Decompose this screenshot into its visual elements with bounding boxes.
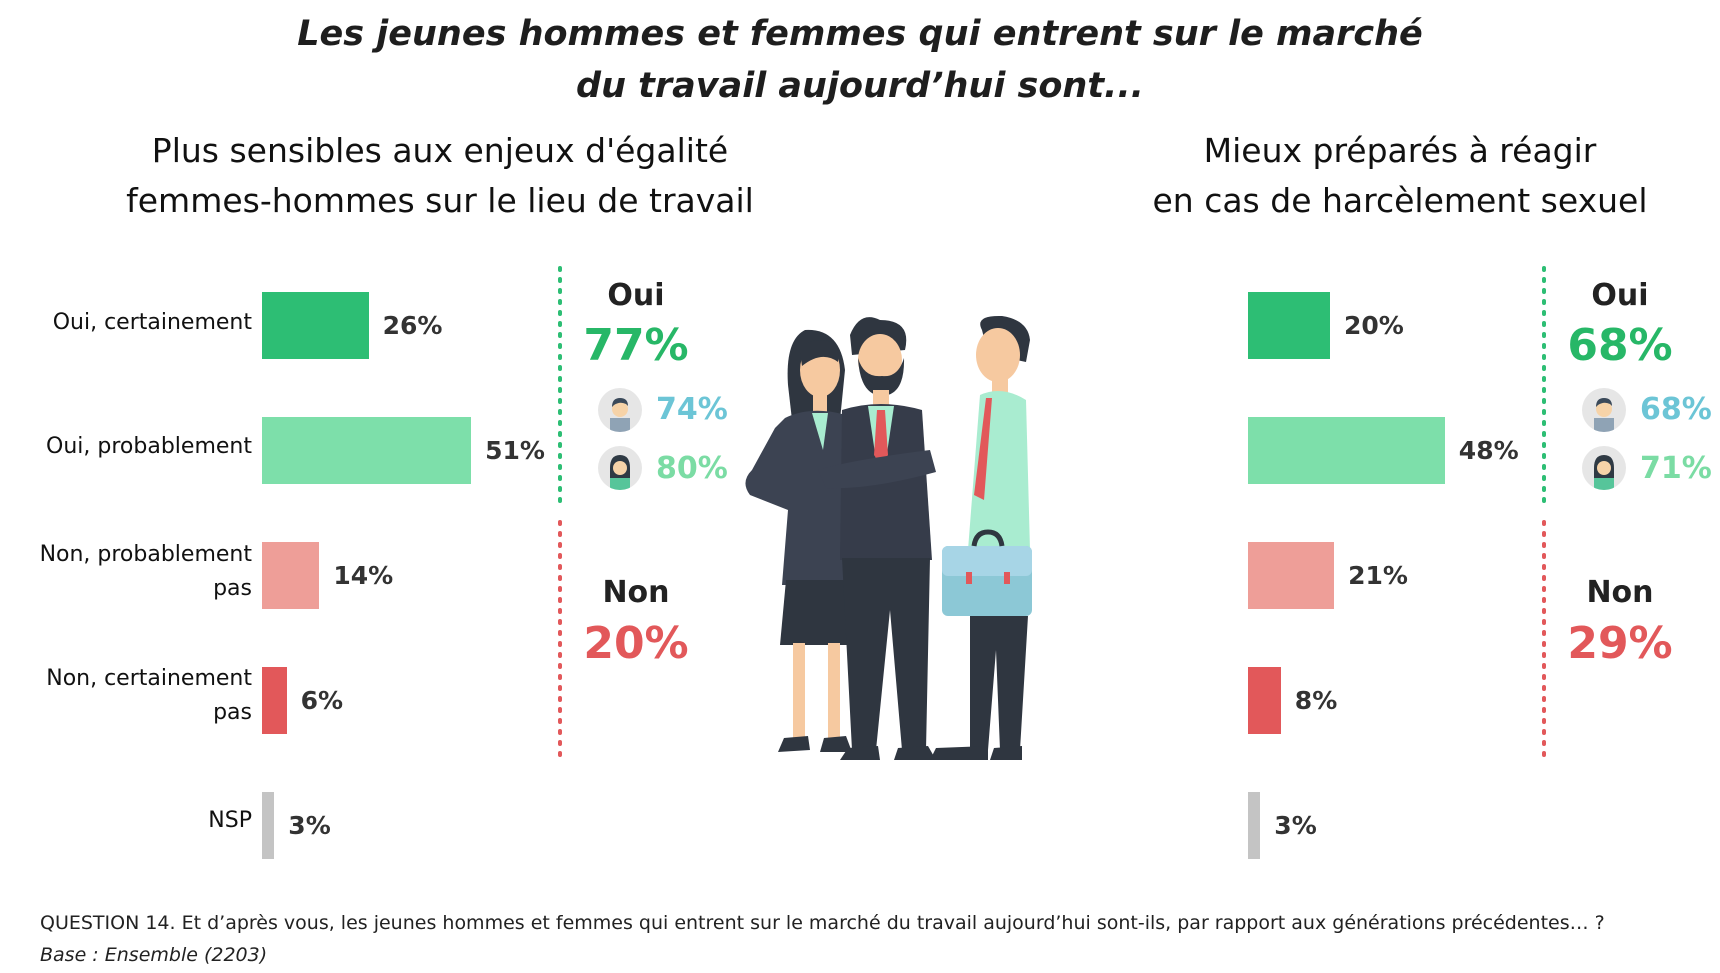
category-label-nsp: NSP: [208, 808, 252, 833]
man-avatar-icon: [598, 388, 642, 432]
left-bar-oui-certainement: [262, 292, 369, 359]
right-bar-non-certainement: [1248, 667, 1281, 734]
left-men-value: 74%: [656, 392, 728, 427]
left-women-value: 80%: [656, 451, 728, 486]
main-title: Les jeunes hommes et femmes qui entrent …: [0, 8, 1720, 112]
right-bar-oui-certainement: [1248, 292, 1330, 359]
right-bar-oui-probablement: [1248, 417, 1445, 484]
right-non-total: 29%: [1567, 618, 1673, 669]
right-oui-total: 68%: [1567, 320, 1673, 371]
category-label-non-certainement-line2: pas: [213, 700, 252, 725]
woman-avatar-icon: [598, 446, 642, 490]
right-chart-title-line2: en cas de harcèlement sexuel: [1152, 181, 1648, 220]
left-non-total: 20%: [583, 618, 689, 669]
left-value-label: 26%: [382, 311, 443, 340]
left-chart-title: Plus sensibles aux enjeux d'égalité femm…: [100, 126, 780, 226]
right-value-label: 8%: [1294, 686, 1338, 715]
footer-question: QUESTION 14. Et d’après vous, les jeunes…: [40, 912, 1605, 934]
left-bar-nsp: [262, 792, 275, 859]
category-label-non-probablement-line2: pas: [213, 576, 252, 601]
right-bar-non-probablement: [1248, 542, 1335, 609]
man-avatar-icon: [1582, 388, 1626, 432]
left-bar-non-certainement: [262, 667, 287, 734]
briefcase-man-figure: [930, 315, 1032, 760]
footer-base: Base : Ensemble (2203): [40, 944, 268, 966]
right-value-label: 48%: [1458, 436, 1519, 465]
left-oui-label: Oui: [607, 278, 665, 313]
right-women-value: 71%: [1640, 451, 1712, 486]
main-title-line1: Les jeunes hommes et femmes qui entrent …: [297, 14, 1423, 54]
right-value-label: 3%: [1274, 811, 1317, 840]
people-illustration: [745, 315, 1032, 760]
category-label-oui-certainement: Oui, certainement: [52, 310, 252, 335]
main-title-line2: du travail aujourd’hui sont...: [576, 66, 1144, 106]
category-label-non-probablement-line1: Non, probablement: [39, 542, 252, 567]
left-bar-oui-probablement: [262, 417, 472, 484]
left-bar-non-probablement: [262, 542, 320, 609]
category-label-oui-probablement: Oui, probablement: [46, 434, 252, 459]
right-value-label: 21%: [1348, 561, 1408, 590]
woman-figure: [745, 329, 864, 752]
category-label-non-certainement-line1: Non, certainement: [46, 666, 252, 691]
left-oui-total: 77%: [583, 320, 689, 371]
left-value-label: 51%: [485, 436, 545, 465]
right-non-label: Non: [1586, 575, 1654, 610]
right-men-value: 68%: [1640, 392, 1712, 427]
woman-avatar-icon: [1582, 446, 1626, 490]
left-non-label: Non: [602, 575, 670, 610]
category-label-non-certainement: Non, certainement pas: [8, 662, 252, 730]
right-value-label: 20%: [1344, 311, 1404, 340]
right-bar-nsp: [1248, 792, 1261, 859]
left-chart-title-line2: femmes-hommes sur le lieu de travail: [126, 181, 754, 220]
left-value-label: 3%: [288, 811, 331, 840]
left-value-label: 6%: [300, 686, 344, 715]
right-oui-label: Oui: [1591, 278, 1649, 313]
left-value-label: 14%: [333, 561, 394, 590]
bearded-man-figure: [818, 317, 936, 760]
right-chart-title-line1: Mieux préparés à réagir: [1203, 131, 1597, 170]
right-chart-title: Mieux préparés à réagir en cas de harcèl…: [1080, 126, 1720, 226]
left-chart-title-line1: Plus sensibles aux enjeux d'égalité: [151, 131, 729, 170]
category-label-non-probablement: Non, probablement pas: [8, 538, 252, 606]
